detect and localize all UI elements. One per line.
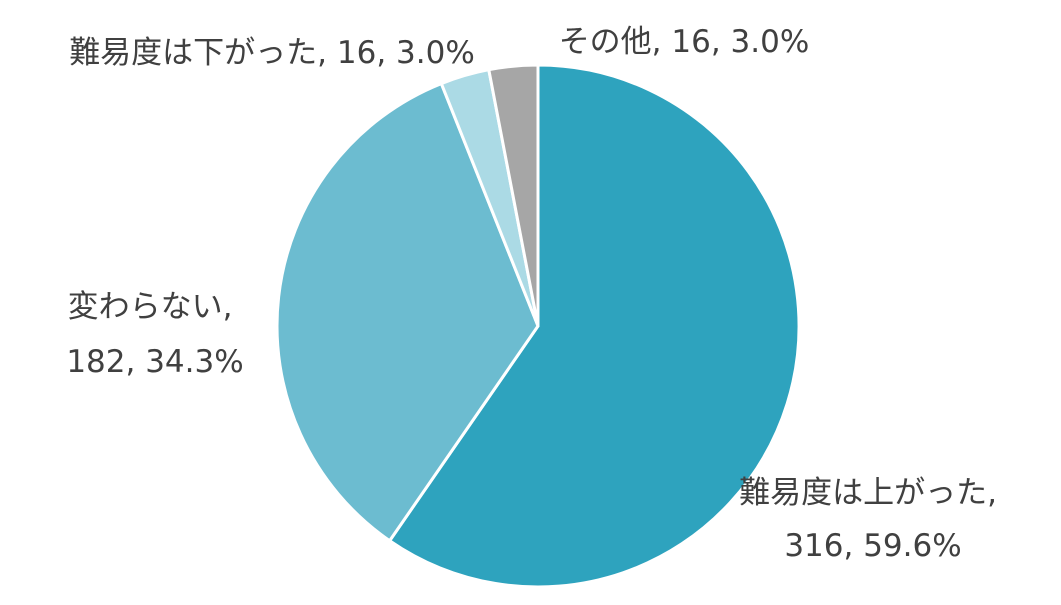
slice-label-down-line1: 難易度は下がった, 16, 3.0% xyxy=(69,35,475,71)
slice-label-other-line1: その他, 16, 3.0% xyxy=(559,24,810,60)
slice-up xyxy=(388,63,801,589)
slice-label-down: 難易度は下がった, 16, 3.0% xyxy=(69,35,475,71)
slice-label-other: その他, 16, 3.0% xyxy=(559,24,810,60)
slice-same xyxy=(275,82,540,543)
slice-label-same-line1: 変わらない, xyxy=(68,289,233,325)
slice-label-up-line1: 難易度は上がった, xyxy=(739,475,997,511)
pie-slices xyxy=(275,63,801,589)
slice-label-same: 変わらない, 182, 34.3% xyxy=(66,289,243,380)
slice-label-same-line2: 182, 34.3% xyxy=(66,344,243,380)
slice-label-up-line2: 316, 59.6% xyxy=(784,528,961,564)
pie-labels: 難易度は上がった, 316, 59.6% 変わらない, 182, 34.3% 難… xyxy=(66,24,1007,564)
slice-other xyxy=(487,63,540,328)
slice-label-up: 難易度は上がった, 316, 59.6% xyxy=(739,475,1007,564)
